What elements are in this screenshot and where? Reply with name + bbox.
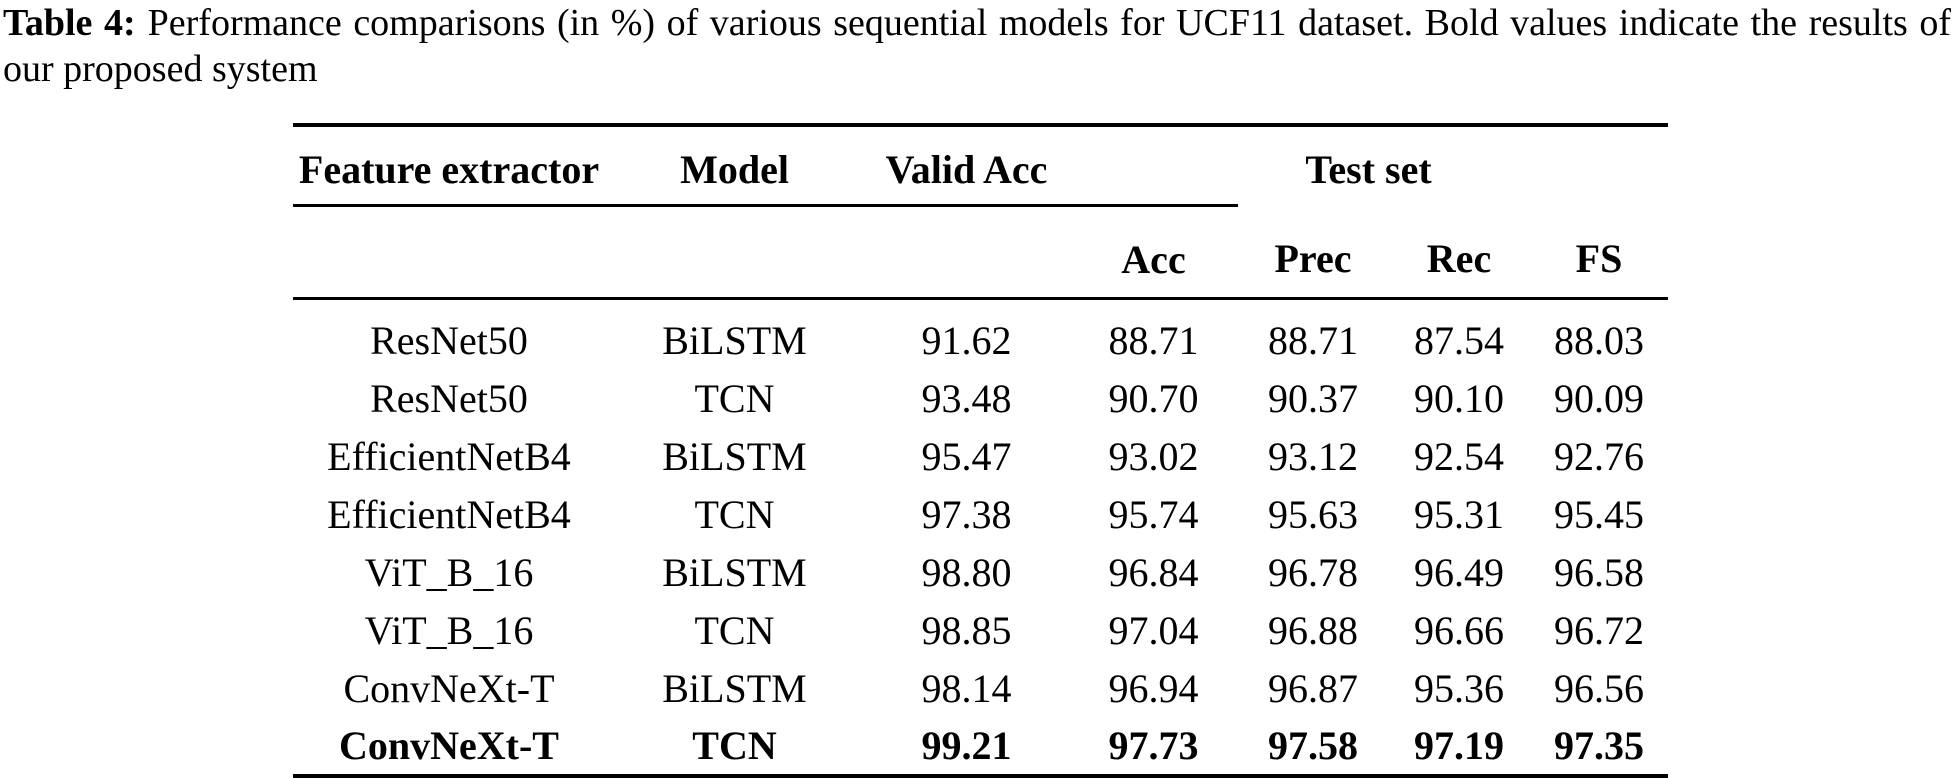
cell-feature-extractor: ResNet50 bbox=[370, 318, 528, 364]
cell-prec: 96.87 bbox=[1268, 665, 1358, 711]
cell-feature-extractor: EfficientNetB4 bbox=[327, 433, 571, 479]
cell-acc: 97.04 bbox=[1108, 607, 1199, 653]
cell-rec: 95.36 bbox=[1414, 665, 1504, 711]
cell-feature-extractor: ViT_B_16 bbox=[364, 549, 534, 595]
caption-text: Performance comparisons (in %) of variou… bbox=[3, 2, 1951, 90]
cell-acc: 88.71 bbox=[1108, 318, 1199, 364]
cell-model: TCN bbox=[605, 717, 864, 778]
header-spacer-model bbox=[605, 204, 864, 300]
col-header-fs: FS bbox=[1530, 205, 1669, 300]
col-header-test-set: Test set bbox=[1069, 123, 1669, 206]
cell-model: TCN bbox=[694, 607, 775, 653]
table-row: ResNet50 BiLSTM 91.62 88.71 88.71 87.54 … bbox=[293, 299, 1668, 370]
cell-rec: 92.54 bbox=[1414, 433, 1504, 479]
table-caption: Table 4: Performance comparisons (in %) o… bbox=[3, 0, 1951, 92]
cell-model: BiLSTM bbox=[662, 433, 807, 479]
table-row: ViT_B_16 BiLSTM 98.80 96.84 96.78 96.49 … bbox=[293, 544, 1668, 602]
cell-valid-acc: 98.80 bbox=[921, 549, 1012, 595]
cell-model: TCN bbox=[694, 491, 775, 537]
cell-fs: 97.35 bbox=[1530, 717, 1669, 778]
cell-rec: 95.31 bbox=[1414, 491, 1504, 537]
table-row: EfficientNetB4 BiLSTM 95.47 93.02 93.12 … bbox=[293, 428, 1668, 486]
cell-valid-acc: 98.14 bbox=[921, 665, 1012, 711]
header-spacer-valid-acc bbox=[864, 204, 1069, 300]
cell-valid-acc: 99.21 bbox=[864, 717, 1069, 778]
cell-rec: 97.19 bbox=[1388, 717, 1530, 778]
cell-feature-extractor: ViT_B_16 bbox=[364, 607, 534, 653]
cell-valid-acc: 95.47 bbox=[921, 433, 1012, 479]
cell-prec: 97.58 bbox=[1238, 717, 1388, 778]
cell-feature-extractor: ConvNeXt-T bbox=[343, 665, 555, 711]
col-header-feature-extractor: Feature extractor bbox=[293, 123, 605, 206]
cell-rec: 96.66 bbox=[1414, 607, 1504, 653]
cell-fs: 96.58 bbox=[1554, 549, 1645, 595]
cell-prec: 96.78 bbox=[1268, 549, 1358, 595]
cell-fs: 90.09 bbox=[1554, 375, 1645, 421]
table-row: ViT_B_16 TCN 98.85 97.04 96.88 96.66 96.… bbox=[293, 602, 1668, 660]
cell-model: TCN bbox=[694, 375, 775, 421]
cell-feature-extractor: ResNet50 bbox=[370, 375, 528, 421]
cell-fs: 88.03 bbox=[1554, 318, 1645, 364]
col-header-rec: Rec bbox=[1388, 205, 1530, 300]
cell-fs: 96.56 bbox=[1554, 665, 1645, 711]
cell-fs: 96.72 bbox=[1554, 607, 1645, 653]
col-header-acc: Acc bbox=[1069, 204, 1238, 300]
header-spacer-feature-extractor bbox=[293, 204, 605, 300]
cell-valid-acc: 91.62 bbox=[921, 318, 1012, 364]
cell-rec: 87.54 bbox=[1414, 318, 1504, 364]
cell-acc: 97.73 bbox=[1069, 717, 1238, 778]
table-row: EfficientNetB4 TCN 97.38 95.74 95.63 95.… bbox=[293, 486, 1668, 544]
col-header-model: Model bbox=[605, 123, 864, 206]
col-header-prec: Prec bbox=[1238, 205, 1388, 300]
cell-valid-acc: 97.38 bbox=[921, 491, 1012, 537]
cell-feature-extractor: ConvNeXt-T bbox=[293, 717, 605, 778]
cell-prec: 93.12 bbox=[1268, 433, 1358, 479]
cell-fs: 92.76 bbox=[1554, 433, 1645, 479]
cell-feature-extractor: EfficientNetB4 bbox=[327, 491, 571, 537]
caption-label: Table 4: bbox=[3, 2, 136, 44]
cell-prec: 88.71 bbox=[1268, 318, 1358, 364]
table-row: ResNet50 TCN 93.48 90.70 90.37 90.10 90.… bbox=[293, 370, 1668, 428]
cell-valid-acc: 93.48 bbox=[921, 375, 1012, 421]
cell-model: BiLSTM bbox=[662, 318, 807, 364]
cell-acc: 96.94 bbox=[1108, 665, 1199, 711]
cell-acc: 93.02 bbox=[1108, 433, 1199, 479]
table-row-proposed: ConvNeXt-T TCN 99.21 97.73 97.58 97.19 9… bbox=[293, 717, 1669, 778]
cell-model: BiLSTM bbox=[662, 665, 807, 711]
cell-acc: 95.74 bbox=[1108, 491, 1199, 537]
header-row-sub: Acc Prec Rec FS bbox=[293, 204, 1669, 300]
header-row-group: Feature extractor Model Valid Acc Test s… bbox=[293, 123, 1669, 206]
cell-prec: 95.63 bbox=[1268, 491, 1358, 537]
cell-prec: 90.37 bbox=[1268, 375, 1358, 421]
cell-model: BiLSTM bbox=[662, 549, 807, 595]
cell-rec: 90.10 bbox=[1414, 375, 1504, 421]
performance-table: Feature extractor Model Valid Acc Test s… bbox=[293, 123, 1669, 778]
cell-rec: 96.49 bbox=[1414, 549, 1504, 595]
cell-prec: 96.88 bbox=[1268, 607, 1358, 653]
table-row: ConvNeXt-T BiLSTM 98.14 96.94 96.87 95.3… bbox=[293, 660, 1668, 718]
col-header-valid-acc: Valid Acc bbox=[864, 123, 1069, 206]
cell-acc: 90.70 bbox=[1108, 375, 1199, 421]
cell-fs: 95.45 bbox=[1554, 491, 1645, 537]
cell-acc: 96.84 bbox=[1108, 549, 1199, 595]
cell-valid-acc: 98.85 bbox=[921, 607, 1012, 653]
